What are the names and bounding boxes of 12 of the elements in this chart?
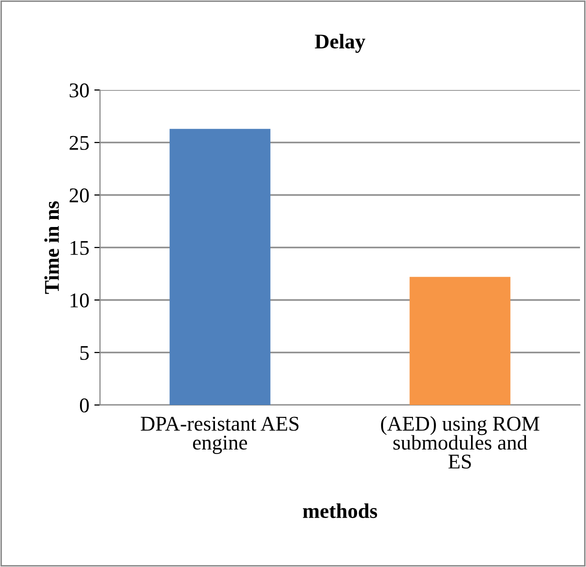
x-tick-label: DPA-resistant AES engine xyxy=(140,416,298,454)
y-tick-label: 15 xyxy=(70,240,89,255)
y-tick-label: 25 xyxy=(70,136,89,150)
chart-title: Delay xyxy=(314,34,366,53)
y-tick-label: 0 xyxy=(80,398,89,412)
x-axis-title: methods xyxy=(302,503,378,518)
y-axis-title: Time in ns xyxy=(44,201,59,294)
y-tick-label: 10 xyxy=(70,293,89,308)
y-tick-label: 30 xyxy=(70,83,89,98)
y-tick-label: 20 xyxy=(70,188,89,202)
x-tick-label: (AED) using ROM submodules and ES xyxy=(381,416,540,469)
y-tick-label: 5 xyxy=(80,346,89,360)
